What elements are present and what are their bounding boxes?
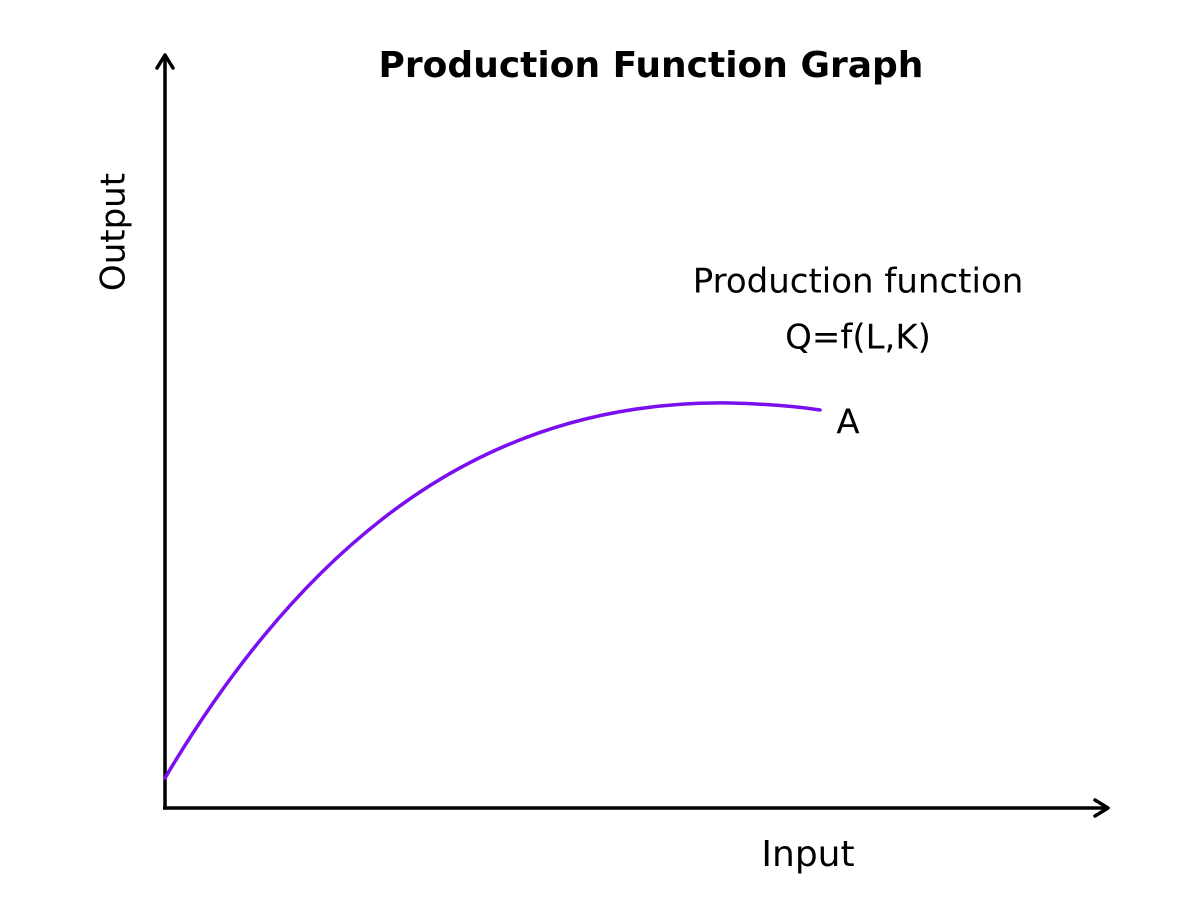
x-axis-arrow (1093, 798, 1110, 818)
y-axis-arrow (155, 53, 175, 70)
curve-formula: Q=f(L,K) (785, 318, 931, 358)
production-curve (163, 401, 822, 780)
y-axis-label: Output (94, 173, 134, 291)
curve-label: Production function (693, 262, 1024, 302)
title: Production Function Graph (379, 45, 924, 86)
point-label: A (836, 403, 859, 443)
x-axis-label: Input (761, 834, 854, 875)
